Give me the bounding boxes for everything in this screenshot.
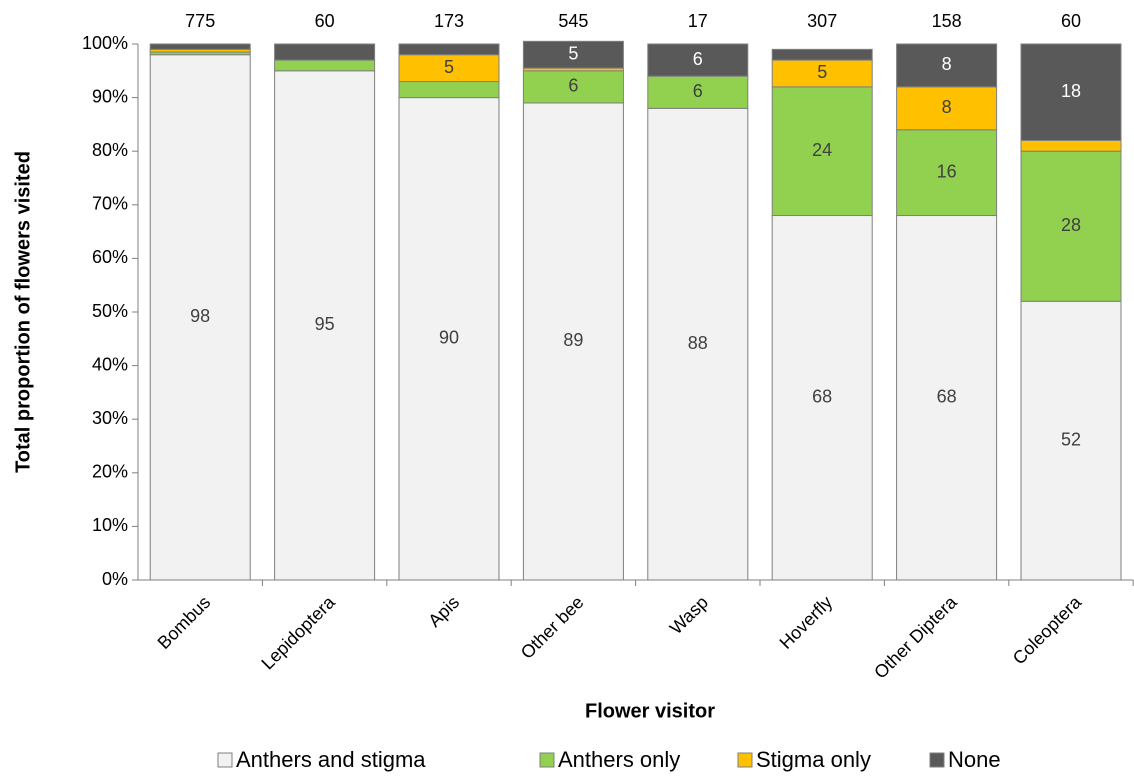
y-tick-label: 10% [92,515,128,535]
legend-swatch [217,752,233,768]
data-label: 6 [693,49,703,69]
data-label: 28 [1061,215,1081,235]
data-label: 89 [563,330,583,350]
total-label: 60 [315,11,335,31]
bar-segment [647,75,749,109]
bar-segment [398,43,500,56]
bar-segment [522,102,624,581]
y-tick-label: 80% [92,140,128,160]
x-tick-label: Apis [424,592,463,631]
y-tick-label: 30% [92,408,128,428]
data-label: 6 [693,81,703,101]
bar-segment [896,86,998,131]
bar-segment [398,97,500,581]
total-label: 173 [434,11,464,31]
x-tick-label: Hoverfly [776,592,837,653]
legend-swatch [929,752,945,768]
bar-segment [647,43,749,77]
bar-segment [274,59,376,72]
data-label: 98 [190,306,210,326]
y-axis-title: Total proportion of flowers visited [12,151,34,473]
bar-segment [1020,150,1122,302]
y-tick-label: 100% [82,33,128,53]
bar-segment [398,54,500,83]
y-tick-label: 50% [92,301,128,321]
y-tick-label: 40% [92,354,128,374]
total-label: 158 [932,11,962,31]
data-label: 24 [812,140,832,160]
legend-label: Anthers and stigma [236,747,426,772]
y-tick-label: 20% [92,462,128,482]
data-label: 8 [942,97,952,117]
x-tick-label: Other bee [517,592,588,663]
data-label: 8 [942,54,952,74]
data-label: 52 [1061,429,1081,449]
bar-segment [896,215,998,581]
bar-segment [149,54,251,581]
data-label: 18 [1061,81,1081,101]
x-tick-label: Lepidoptera [257,591,339,673]
bar-segment [1020,139,1122,152]
x-axis-title: Flower visitor [585,700,715,722]
y-tick-label: 90% [92,86,128,106]
total-label: 60 [1061,11,1081,31]
legend-label: None [948,747,1001,772]
bar-segment [149,43,251,50]
data-label: 90 [439,328,459,348]
total-label: 307 [807,11,837,31]
x-tick-label: Other Diptera [870,591,961,682]
data-label: 5 [444,57,454,77]
bar-segment [274,43,376,61]
total-label: 545 [558,11,588,31]
legend-label: Stigma only [756,747,871,772]
bar-segment [771,48,873,61]
legend-swatch [737,752,753,768]
y-tick-label: 0% [102,569,128,589]
bar-segment [647,107,749,581]
total-label: 775 [185,11,215,31]
y-tick-label: 60% [92,247,128,267]
data-label: 68 [812,387,832,407]
bar-segment [896,43,998,88]
x-tick-label: Coleoptera [1009,591,1086,668]
bar-segment [896,129,998,217]
data-label: 88 [688,333,708,353]
x-tick-label: Bombus [154,592,215,653]
x-tick-label: Wasp [666,592,712,638]
data-label: 95 [315,314,335,334]
data-label: 68 [937,387,957,407]
bar-segment [398,81,500,99]
data-label: 5 [817,62,827,82]
data-label: 16 [937,161,957,181]
bar-segment [1020,43,1122,141]
bar-segment [522,40,624,69]
legend-swatch [539,752,555,768]
total-label: 17 [688,11,708,31]
bar-segment [771,59,873,88]
bar-segment [1020,300,1122,581]
legend-label: Anthers only [558,747,680,772]
y-tick-label: 70% [92,194,128,214]
data-label: 6 [568,76,578,96]
data-label: 5 [568,43,578,63]
bar-segment [274,70,376,581]
